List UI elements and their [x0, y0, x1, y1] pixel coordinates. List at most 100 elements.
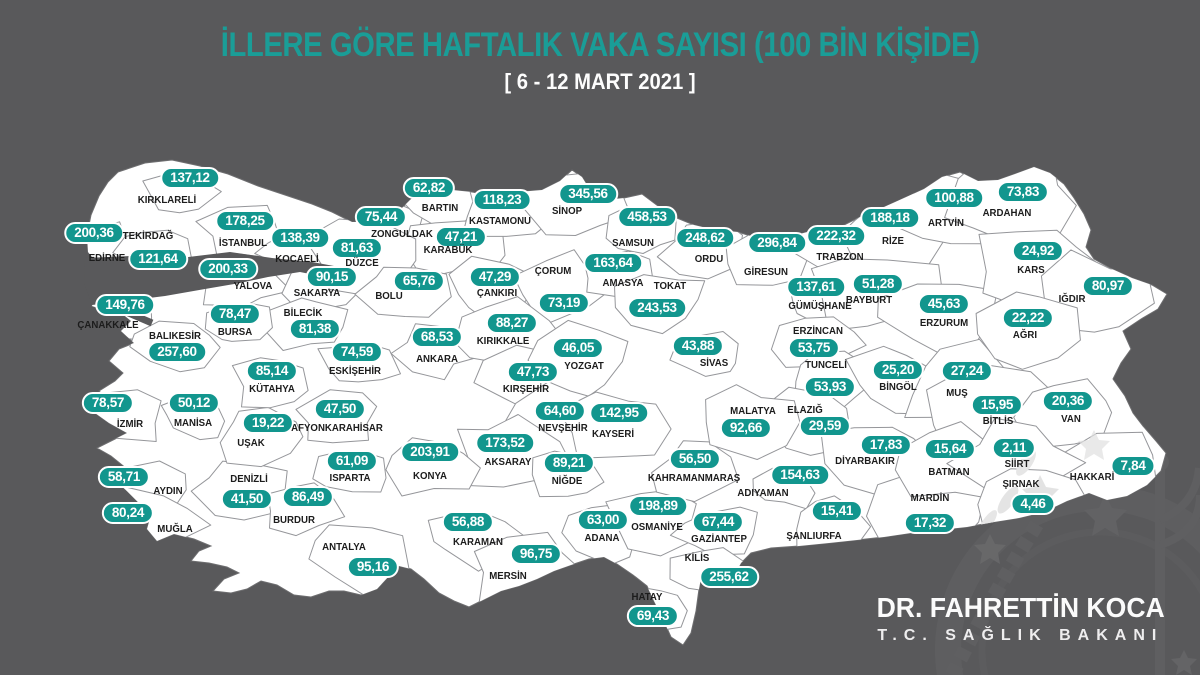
- case-rate-badge-corum: 73,19: [537, 292, 591, 314]
- case-rate-badge-bartin: 62,82: [402, 177, 456, 199]
- case-rate-badge-ankara: 68,53: [410, 326, 464, 348]
- province-label-adana: ADANA: [584, 532, 620, 544]
- province-label-kutahya: KÜTAHYA: [249, 383, 295, 395]
- case-rate-badge-gaziantep: 67,44: [691, 511, 745, 533]
- case-rate-badge-agri: 22,22: [1001, 307, 1055, 329]
- province-label-bilecik: BİLECİK: [283, 307, 323, 319]
- case-rate-badge-gumushane: 137,61: [786, 276, 846, 298]
- province-label-trabzon: TRABZON: [816, 251, 864, 263]
- province-label-canakkale: ÇANAKKALE: [77, 319, 139, 331]
- province-label-cankiri: ÇANKIRI: [476, 287, 518, 299]
- case-rate-badge-sakarya: 90,15: [305, 266, 359, 288]
- province-label-karaman: KARAMAN: [453, 536, 503, 548]
- province-label-duzce: DÜZCE: [345, 257, 379, 269]
- province-label-tekirdag: TEKİRDAĞ: [122, 230, 174, 242]
- minister-name: DR. FAHRETTİN KOCA: [876, 592, 1165, 623]
- province-label-afyonkarahisar: AFYONKARAHİSAR: [291, 422, 383, 434]
- province-label-erzincan: ERZİNCAN: [793, 325, 843, 337]
- province-label-amasya: AMASYA: [602, 277, 644, 289]
- case-rate-badge-kars: 24,92: [1011, 240, 1065, 262]
- province-label-elazig: ELAZIĞ: [787, 404, 823, 416]
- case-rate-badge-bilecik: 81,38: [288, 318, 342, 340]
- province-label-siirt: SİİRT: [1004, 458, 1030, 470]
- case-rate-badge-rize: 188,18: [860, 207, 920, 229]
- province-label-malatya: MALATYA: [730, 405, 776, 417]
- case-rate-badge-karaman: 56,88: [441, 511, 495, 533]
- province-label-antalya: ANTALYA: [322, 541, 366, 553]
- case-rate-badge-isparta: 61,09: [325, 450, 379, 472]
- case-rate-badge-mus: 27,24: [940, 360, 994, 382]
- province-label-sakarya: SAKARYA: [293, 287, 341, 299]
- case-rate-badge-karabuk: 47,21: [434, 226, 488, 248]
- province-label-gaziantep: GAZİANTEP: [691, 533, 747, 545]
- province-label-usak: UŞAK: [237, 437, 265, 449]
- case-rate-badge-giresun: 296,84: [747, 232, 807, 254]
- case-rate-badge-burdur: 86,49: [281, 486, 335, 508]
- case-rate-badge-afyonkarahisar: 47,50: [313, 398, 367, 420]
- province-label-kayseri: KAYSERİ: [591, 428, 635, 440]
- province-label-denizli: DENİZLİ: [230, 473, 268, 485]
- minister-title: T.C. SAĞLIK BAKANI: [877, 627, 1164, 644]
- province-label-mardin: MARDİN: [910, 492, 950, 504]
- province-label-bolu: BOLU: [375, 290, 403, 302]
- case-rate-badge-kirikkale: 88,27: [485, 312, 539, 334]
- province-label-burdur: BURDUR: [273, 514, 315, 526]
- case-rate-badge-mugla: 80,24: [101, 502, 155, 524]
- province-label-agri: AĞRI: [1012, 329, 1038, 341]
- case-rate-badge-bayburt: 51,28: [851, 273, 905, 295]
- province-label-batman: BATMAN: [928, 466, 970, 478]
- province-label-konya: KONYA: [412, 470, 448, 482]
- province-label-kilis: KİLİS: [684, 552, 710, 564]
- page-title: İLLERE GÖRE HAFTALIK VAKA SAYISI (100 Bİ…: [220, 26, 980, 64]
- province-label-ordu: ORDU: [694, 253, 724, 265]
- case-rate-badge-denizli: 41,50: [220, 488, 274, 510]
- province-label-ankara: ANKARA: [416, 353, 458, 365]
- province-label-rize: RİZE: [881, 235, 905, 247]
- case-rate-badge-konya: 203,91: [400, 441, 460, 463]
- case-rate-badge-malatya: 92,66: [719, 417, 773, 439]
- province-label-samsun: SAMSUN: [612, 237, 654, 249]
- case-rate-badge-mardin: 17,32: [903, 512, 957, 534]
- case-rate-badge-kayseri: 142,95: [589, 402, 649, 424]
- case-rate-badge-ordu: 248,62: [675, 227, 735, 249]
- province-label-erzurum: ERZURUM: [919, 317, 969, 329]
- province-label-nevsehir: NEVŞEHİR: [538, 422, 588, 434]
- province-label-balikesir: BALIKESİR: [148, 330, 202, 342]
- case-rate-badge-tokat: 243,53: [627, 297, 687, 319]
- case-rate-badge-samsun: 458,53: [617, 206, 677, 228]
- province-label-kirsehir: KIRŞEHİR: [502, 383, 550, 395]
- case-rate-badge-kahramanmaras: 56,50: [668, 448, 722, 470]
- date-range: [ 6 - 12 MART 2021 ]: [504, 69, 696, 94]
- case-rate-badge-yalova: 200,33: [198, 258, 258, 280]
- province-label-kirklareli: KIRKLARELİ: [137, 194, 197, 206]
- province-label-bursa: BURSA: [217, 326, 253, 338]
- case-rate-badge-hakkari: 7,84: [1110, 455, 1156, 477]
- province-label-mugla: MUĞLA: [157, 523, 193, 535]
- case-rate-badge-adiyaman: 154,63: [770, 464, 830, 486]
- case-rate-badge-bingol: 25,20: [871, 359, 925, 381]
- case-rate-badge-mersin: 96,75: [509, 543, 563, 565]
- province-label-yalova: YALOVA: [233, 280, 273, 292]
- province-label-bayburt: BAYBURT: [845, 294, 893, 306]
- case-rate-badge-balikesir: 257,60: [147, 341, 207, 363]
- signature-block: DR. FAHRETTİN KOCA T.C. SAĞLIK BAKANI: [869, 592, 1172, 645]
- case-rate-badge-sinop: 345,56: [558, 183, 618, 205]
- case-rate-badge-diyarbakir: 17,83: [859, 434, 913, 456]
- province-label-van: VAN: [1061, 413, 1081, 425]
- case-rate-badge-istanbul: 178,25: [215, 210, 275, 232]
- province-label-corum: ÇORUM: [534, 265, 572, 277]
- province-label-manisa: MANİSA: [173, 417, 213, 429]
- province-label-gumushane: GÜMÜŞHANE: [788, 300, 852, 312]
- case-rate-badge-trabzon: 222,32: [806, 225, 866, 247]
- province-label-artvin: ARTVİN: [928, 217, 964, 229]
- province-label-mus: MUŞ: [946, 387, 968, 399]
- province-label-diyarbakir: DİYARBAKIR: [835, 455, 895, 467]
- case-rate-badge-izmir: 78,57: [81, 392, 135, 414]
- case-rate-badge-antalya: 95,16: [346, 556, 400, 578]
- province-label-ardahan: ARDAHAN: [982, 207, 1032, 219]
- case-rate-badge-batman: 15,64: [923, 438, 977, 460]
- case-rate-badge-bitlis: 15,95: [970, 394, 1024, 416]
- province-label-istanbul: İSTANBUL: [218, 237, 268, 249]
